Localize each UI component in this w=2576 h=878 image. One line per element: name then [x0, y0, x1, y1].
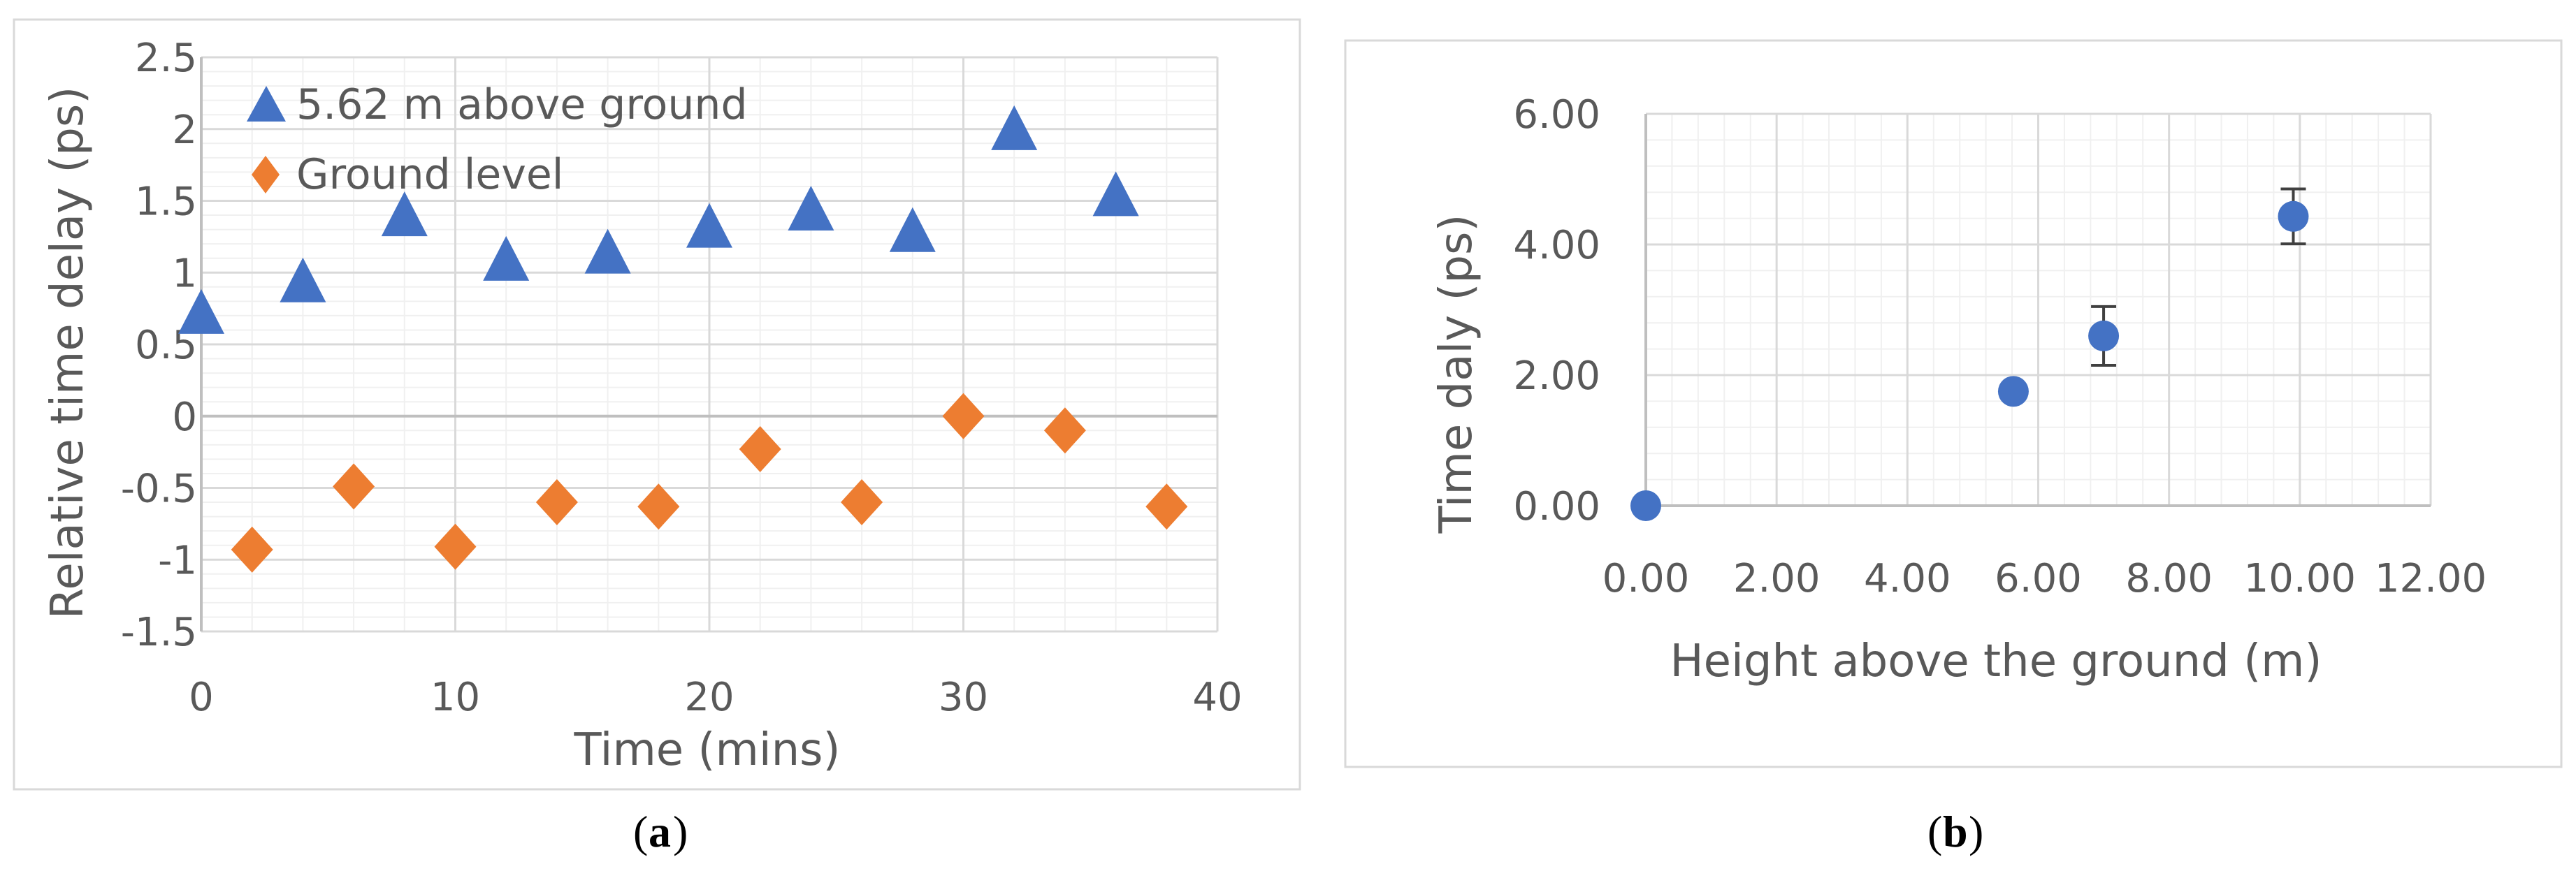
b-tick-labels: 0.00 2.00 4.00 6.00 8.00 10.00 12.00 6.00 4.00 2.…: [1513, 92, 2487, 601]
a-y-tick-label: 1.5: [135, 180, 197, 225]
a-x-tick-label: 0: [189, 675, 214, 720]
b-x-tick-label: 10.00: [2244, 556, 2356, 601]
a-triangle-point: [178, 288, 224, 334]
panel-a: 0 10 20 30 402.521.510.50-0.5-1-1.5 5.62 m a…: [13, 18, 1301, 791]
a-y-tick-label: 2: [172, 108, 197, 153]
a-y-tick-label: -1: [158, 538, 197, 583]
b-circle-point: [2278, 200, 2309, 232]
a-diamond-point: [535, 479, 578, 526]
legend-marker-diamond: [252, 156, 280, 193]
b-circle-point: [1630, 490, 1661, 521]
panel-b-frame: [1344, 39, 2563, 768]
b-y-tick-label: 2.00: [1513, 353, 1600, 399]
a-x-tick-label: 30: [939, 675, 988, 720]
legend-marker-triangle: [247, 86, 286, 122]
svg-text:(: (: [633, 807, 648, 856]
caption-b-label: b: [1943, 807, 1968, 856]
a-x-tick-label: 40: [1192, 675, 1242, 720]
a-y-tick-label: 0: [172, 395, 197, 440]
a-diamond-point: [1043, 407, 1086, 454]
b-x-tick-label: 2.00: [1733, 556, 1821, 601]
a-tick-labels: 0 10 20 30 402.521.510.50-0.5-1-1.5: [121, 36, 1243, 720]
panel-b: 0.00 2.00 4.00 6.00 8.00 10.00 12.00 6.00 4.00 2.…: [1344, 39, 2563, 768]
svg-text:): ): [1969, 807, 1983, 856]
a-triangle-point: [788, 185, 834, 231]
caption-a: ( a ): [633, 807, 688, 856]
b-data-points: [1630, 187, 2309, 521]
b-y-tick-label: 6.00: [1513, 92, 1600, 138]
a-data-points: [178, 105, 1188, 573]
b-x-tick-label: 4.00: [1864, 556, 1951, 601]
b-x-tick-label: 0.00: [1602, 556, 1690, 601]
caption-a-label: a: [649, 807, 671, 856]
svg-text:): ): [673, 807, 688, 856]
a-diamond-point: [333, 463, 375, 510]
b-x-axis-title: Height above the ground (m): [1670, 636, 2322, 687]
b-y-tick-label: 4.00: [1513, 223, 1600, 268]
a-triangle-point: [483, 235, 530, 281]
a-y-tick-label: 2.5: [135, 36, 197, 81]
a-y-tick-label: -0.5: [121, 467, 197, 512]
b-y-axis-title: Time daly (ps): [1431, 214, 1482, 534]
a-y-tick-label: -1.5: [121, 610, 197, 655]
b-x-tick-label: 8.00: [2125, 556, 2213, 601]
b-y-tick-label: 0.00: [1513, 484, 1600, 529]
a-x-tick-label: 10: [430, 675, 480, 720]
svg-text:(: (: [1927, 807, 1942, 856]
a-triangle-point: [381, 191, 428, 237]
a-y-axis-title: Relative time delay (ps): [42, 87, 94, 620]
a-diamond-point: [942, 393, 985, 439]
panel-a-frame: [13, 18, 1301, 791]
a-axes: [200, 57, 1217, 631]
a-triangle-point: [584, 228, 631, 274]
caption-b: ( b ): [1927, 807, 1983, 856]
a-y-tick-label: 1: [172, 251, 197, 296]
a-triangle-point: [686, 203, 732, 248]
b-circle-point: [2088, 320, 2120, 351]
a-x-tick-label: 20: [684, 675, 734, 720]
b-x-tick-label: 6.00: [1995, 556, 2082, 601]
a-diamond-point: [637, 483, 680, 530]
b-circle-point: [1997, 376, 2029, 407]
a-triangle-point: [1092, 171, 1139, 217]
a-triangle-point: [280, 257, 326, 302]
a-triangle-point: [991, 105, 1038, 150]
a-diamond-point: [434, 523, 477, 570]
a-diamond-point: [1145, 483, 1188, 530]
a-diamond-point: [841, 479, 883, 526]
a-legend: 5.62 m above ground Ground level: [247, 80, 748, 199]
a-x-axis-title: Time (mins): [574, 724, 841, 776]
b-x-tick-label: 12.00: [2375, 556, 2487, 601]
legend-label-series-2: Ground level: [296, 150, 563, 199]
a-triangle-point: [889, 207, 936, 252]
legend-label-series-1: 5.62 m above ground: [296, 80, 748, 129]
a-diamond-point: [231, 526, 273, 573]
b-axes: [1644, 114, 2431, 507]
a-diamond-point: [739, 426, 781, 473]
